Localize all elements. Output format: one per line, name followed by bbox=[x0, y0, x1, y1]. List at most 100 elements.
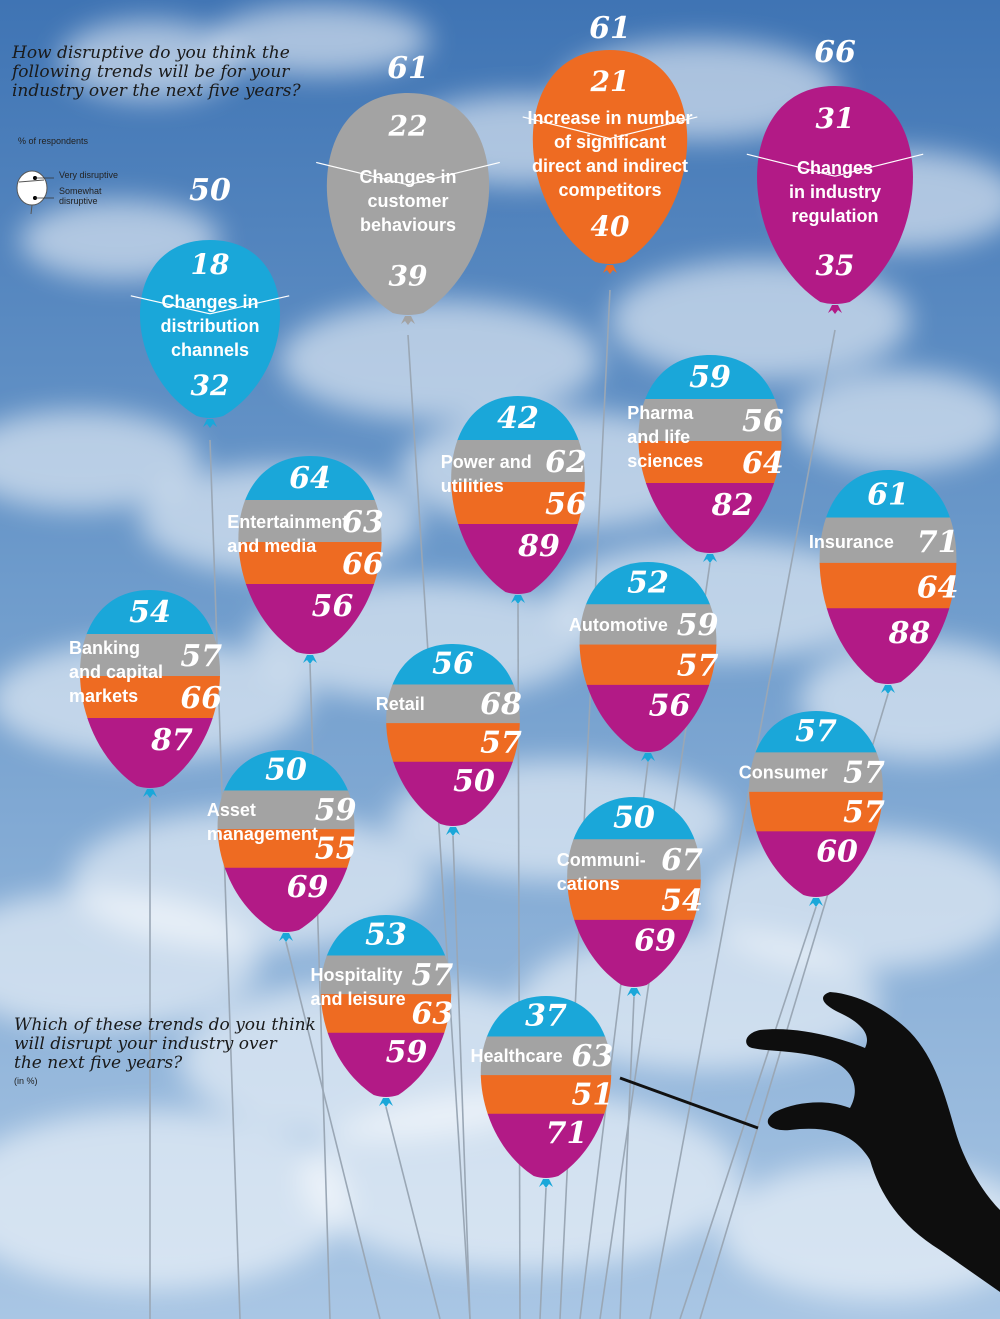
total-value: 61 bbox=[387, 51, 429, 86]
industry-name: cations bbox=[557, 874, 620, 894]
industry-name: Hospitality bbox=[311, 965, 403, 985]
cloud-puff bbox=[790, 370, 1000, 470]
balloon-band bbox=[79, 634, 221, 677]
trend-label: regulation bbox=[791, 206, 878, 226]
balloon-string bbox=[452, 835, 471, 1319]
value-distribution-channels: 61 bbox=[867, 478, 909, 513]
divider-line bbox=[316, 161, 409, 186]
balloon-string bbox=[285, 941, 381, 1319]
value-distribution-channels: 50 bbox=[613, 801, 655, 836]
value-distribution-channels: 50 bbox=[265, 752, 307, 787]
industry-name: Pharma bbox=[627, 403, 694, 423]
unit-label-2: (in %) bbox=[14, 1076, 38, 1086]
value-regulation: 59 bbox=[386, 1035, 428, 1070]
balloon-knot bbox=[603, 265, 617, 274]
hand-with-pin bbox=[619, 992, 1000, 1292]
balloon-band bbox=[579, 604, 717, 646]
balloon-band bbox=[217, 790, 355, 831]
balloon-band bbox=[638, 441, 782, 484]
value-competitors: 57 bbox=[480, 726, 522, 761]
balloon-knot bbox=[703, 554, 717, 563]
question-1: How disruptive do you think the followin… bbox=[12, 44, 301, 101]
value-competitors: 64 bbox=[742, 446, 784, 481]
value-regulation: 56 bbox=[312, 589, 354, 624]
industry-name: and leisure bbox=[311, 989, 406, 1009]
value-customer-behaviours: 67 bbox=[661, 843, 703, 878]
value-regulation: 87 bbox=[150, 723, 193, 758]
trend-label: behaviours bbox=[360, 215, 456, 235]
value-distribution-channels: 37 bbox=[525, 998, 567, 1033]
very-disruptive-value: 31 bbox=[816, 102, 855, 135]
industry-name: Power and bbox=[441, 452, 532, 472]
balloon-band bbox=[386, 684, 520, 725]
question-2-line: Which of these trends do you think bbox=[14, 1015, 316, 1035]
balloon-band bbox=[567, 839, 701, 881]
industry-name: Healthcare bbox=[471, 1046, 563, 1066]
legend-somewhat-line: Somewhat bbox=[59, 186, 102, 196]
somewhat-disruptive-value: 39 bbox=[389, 260, 428, 293]
trend-label: Changes in bbox=[359, 167, 456, 187]
value-distribution-channels: 56 bbox=[432, 646, 474, 681]
cloud-puff bbox=[0, 1110, 350, 1290]
question-1-line: following trends will be for your bbox=[12, 62, 290, 82]
balloon-body bbox=[139, 240, 281, 418]
divider-line bbox=[522, 116, 611, 140]
trend-label: Increase in number bbox=[527, 108, 692, 128]
value-regulation: 88 bbox=[888, 616, 931, 651]
value-customer-behaviours: 63 bbox=[571, 1039, 613, 1074]
value-distribution-channels: 64 bbox=[289, 461, 331, 496]
cloud-puff bbox=[210, 5, 430, 75]
balloon-knot bbox=[143, 789, 157, 798]
value-competitors: 56 bbox=[545, 487, 587, 522]
industry-name: management bbox=[207, 824, 318, 844]
value-customer-behaviours: 59 bbox=[677, 608, 719, 643]
value-competitors: 64 bbox=[917, 570, 959, 605]
value-customer-behaviours: 57 bbox=[180, 639, 222, 674]
industry-name: Asset bbox=[207, 800, 256, 820]
value-regulation: 50 bbox=[453, 764, 495, 799]
value-customer-behaviours: 71 bbox=[917, 525, 959, 560]
value-customer-behaviours: 68 bbox=[480, 687, 522, 722]
cloud-puff bbox=[60, 20, 240, 100]
value-competitors: 55 bbox=[315, 832, 357, 867]
trend-label: channels bbox=[171, 340, 249, 360]
legend-very-disruptive: Very disruptive bbox=[59, 170, 119, 180]
value-regulation: 82 bbox=[711, 488, 754, 523]
industry-name: Banking bbox=[69, 638, 140, 658]
trend-label: in industry bbox=[789, 182, 881, 202]
value-distribution-channels: 57 bbox=[795, 714, 837, 749]
divider-line bbox=[209, 295, 290, 315]
balloon-band bbox=[320, 994, 452, 1034]
cloud-puff bbox=[0, 890, 260, 1030]
legend-balloon-icon bbox=[16, 170, 54, 215]
industry-name: Automotive bbox=[569, 615, 668, 635]
divider-line bbox=[407, 161, 500, 186]
value-customer-behaviours: 56 bbox=[742, 404, 784, 439]
hand-silhouette bbox=[746, 992, 1000, 1292]
industry-name: Insurance bbox=[809, 532, 894, 552]
trend-label: distribution bbox=[161, 316, 260, 336]
balloon-band bbox=[638, 399, 782, 442]
value-regulation: 69 bbox=[634, 924, 676, 959]
balloon-knot bbox=[539, 1179, 553, 1188]
industry-name: and capital bbox=[69, 662, 163, 682]
balloon-knot bbox=[828, 305, 842, 314]
industry-name: Entertainment bbox=[227, 512, 348, 532]
balloon-string bbox=[649, 329, 836, 1319]
balloon-body bbox=[757, 86, 913, 304]
balloon-string bbox=[539, 1187, 547, 1319]
balloon-band bbox=[79, 676, 221, 719]
value-customer-behaviours: 59 bbox=[315, 793, 357, 828]
balloon-band bbox=[451, 440, 585, 483]
unit-label-1: % of respondents bbox=[18, 136, 89, 146]
balloon-string bbox=[209, 439, 241, 1319]
value-regulation: 71 bbox=[546, 1116, 588, 1151]
trend-label: customer bbox=[367, 191, 448, 211]
trend-label: direct and indirect bbox=[532, 156, 688, 176]
balloon-band bbox=[238, 500, 382, 543]
question-1-line: industry over the next five years? bbox=[12, 81, 301, 101]
total-value: 50 bbox=[189, 173, 231, 208]
divider-line bbox=[834, 153, 924, 177]
